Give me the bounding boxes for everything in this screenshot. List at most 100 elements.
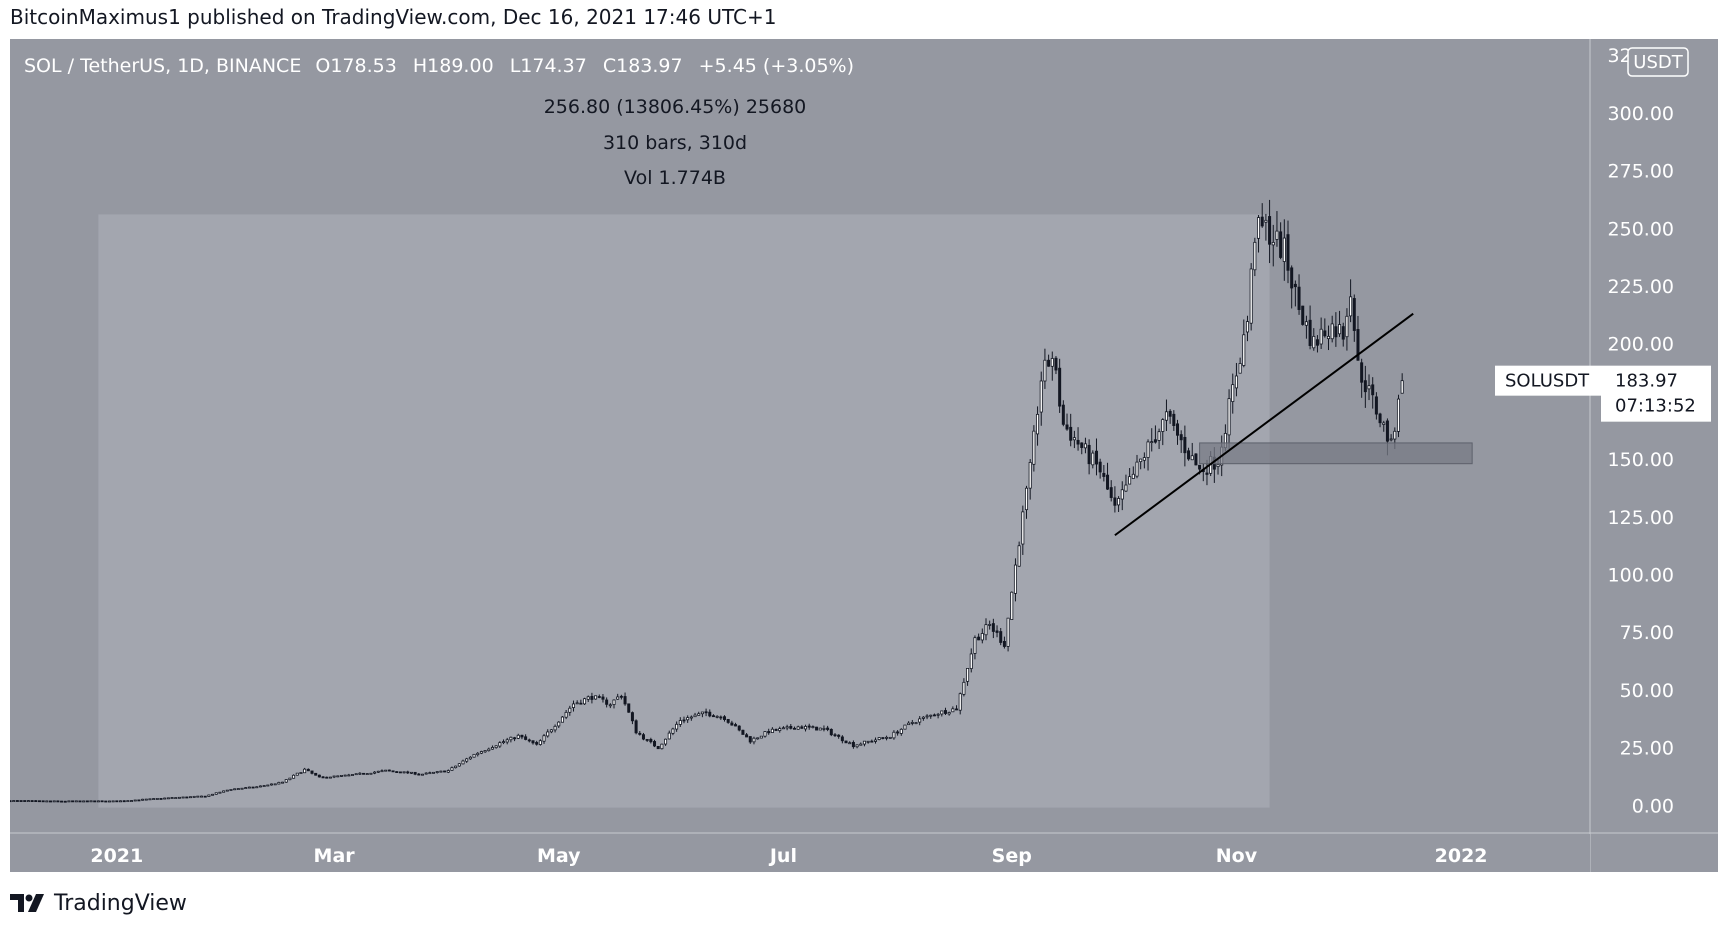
price-chart[interactable]: 0.0025.0050.0075.00100.00125.00150.00175…: [10, 39, 1718, 872]
candle: [1058, 358, 1062, 413]
candle: [1098, 458, 1102, 479]
candle: [1024, 485, 1029, 519]
candle: [619, 694, 623, 700]
candle: [273, 783, 277, 786]
candle: [1290, 265, 1294, 309]
candle: [689, 715, 693, 721]
candle: [1128, 468, 1132, 485]
candle: [918, 716, 922, 726]
price-tick-label: 200.00: [1608, 334, 1674, 356]
currency-button[interactable]: USDT: [1627, 47, 1689, 77]
candle: [133, 799, 137, 802]
price-tick-label: 100.00: [1608, 564, 1674, 586]
candle: [715, 715, 719, 719]
candle: [1113, 486, 1117, 513]
candle: [63, 800, 67, 803]
price-tick-label: 75.00: [1620, 622, 1674, 644]
candle: [932, 713, 936, 717]
candle: [1039, 371, 1043, 426]
legend-high-label: H: [413, 55, 427, 77]
candle: [549, 729, 553, 734]
candle: [240, 787, 244, 790]
candle: [1264, 213, 1268, 241]
candle: [1109, 480, 1113, 502]
candle: [56, 800, 60, 803]
candle: [958, 692, 962, 715]
candle: [899, 728, 903, 736]
candle: [118, 800, 122, 803]
candle: [428, 771, 432, 775]
candle: [96, 800, 100, 803]
last-price-label[interactable]: SOLUSDT 183.97 07:13:52: [1495, 365, 1711, 422]
tradingview-logo[interactable]: TradingView: [10, 888, 187, 918]
time-tick-label: Mar: [314, 845, 356, 867]
candle: [152, 798, 156, 800]
candle: [45, 800, 49, 803]
price-label-countdown: 07:13:52: [1615, 396, 1696, 417]
candle: [85, 800, 89, 803]
legend-high: 189.00: [427, 55, 493, 77]
candle: [984, 618, 988, 641]
candle: [575, 700, 579, 705]
candle: [630, 711, 634, 725]
candle: [910, 719, 914, 726]
candle: [417, 772, 421, 776]
candle: [553, 724, 557, 733]
price-axis[interactable]: [1590, 39, 1718, 833]
candle: [1176, 419, 1180, 445]
candles: [10, 199, 1404, 803]
candle: [303, 767, 307, 774]
candle: [1076, 427, 1080, 451]
candle: [785, 724, 789, 731]
candle: [384, 769, 388, 772]
legend-low-label: L: [510, 55, 521, 77]
measure-box[interactable]: [98, 214, 1270, 808]
candle: [188, 796, 192, 799]
candle: [704, 708, 708, 717]
candle: [398, 771, 402, 774]
candle: [781, 726, 785, 730]
candle: [564, 710, 568, 720]
price-tick-label: 25.00: [1620, 738, 1674, 760]
candle: [1013, 558, 1017, 602]
candle: [907, 721, 911, 726]
candle: [759, 735, 763, 739]
candle: [597, 694, 601, 699]
candle: [877, 737, 881, 741]
candle: [634, 719, 638, 735]
chart-frame[interactable]: 0.0025.0050.0075.00100.00125.00150.00175…: [10, 39, 1718, 872]
time-tick-label: Sep: [992, 845, 1032, 867]
candle: [1371, 377, 1375, 409]
candle: [111, 800, 115, 803]
candle: [973, 635, 977, 660]
candle: [37, 800, 41, 803]
candle: [818, 727, 822, 731]
candle: [454, 765, 458, 769]
legend-change: +5.45 (+3.05%): [699, 55, 854, 77]
candle: [940, 710, 944, 717]
candle: [881, 737, 885, 740]
candle: [472, 753, 476, 758]
support-zone[interactable]: [1199, 442, 1473, 465]
candle: [100, 800, 104, 803]
ascending-trendline[interactable]: [1114, 312, 1414, 537]
price-tick-label: 225.00: [1608, 276, 1674, 298]
candle: [962, 678, 966, 697]
legend: SOL / TetherUS, 1D, BINANCE O178.53 H189…: [24, 55, 854, 77]
candle: [1297, 274, 1301, 315]
candle: [837, 734, 841, 739]
candle: [1319, 317, 1323, 349]
price-label-box: [1601, 365, 1711, 422]
candle: [295, 772, 299, 776]
candle: [292, 774, 296, 779]
candle: [1091, 450, 1095, 469]
candle: [840, 735, 844, 744]
candle: [185, 796, 189, 799]
candle: [693, 712, 697, 718]
legend-close: 183.97: [616, 55, 682, 77]
candle: [196, 795, 200, 798]
candle: [745, 732, 749, 738]
candle: [1227, 389, 1231, 449]
time-axis[interactable]: [10, 834, 1590, 872]
candle: [719, 715, 723, 720]
